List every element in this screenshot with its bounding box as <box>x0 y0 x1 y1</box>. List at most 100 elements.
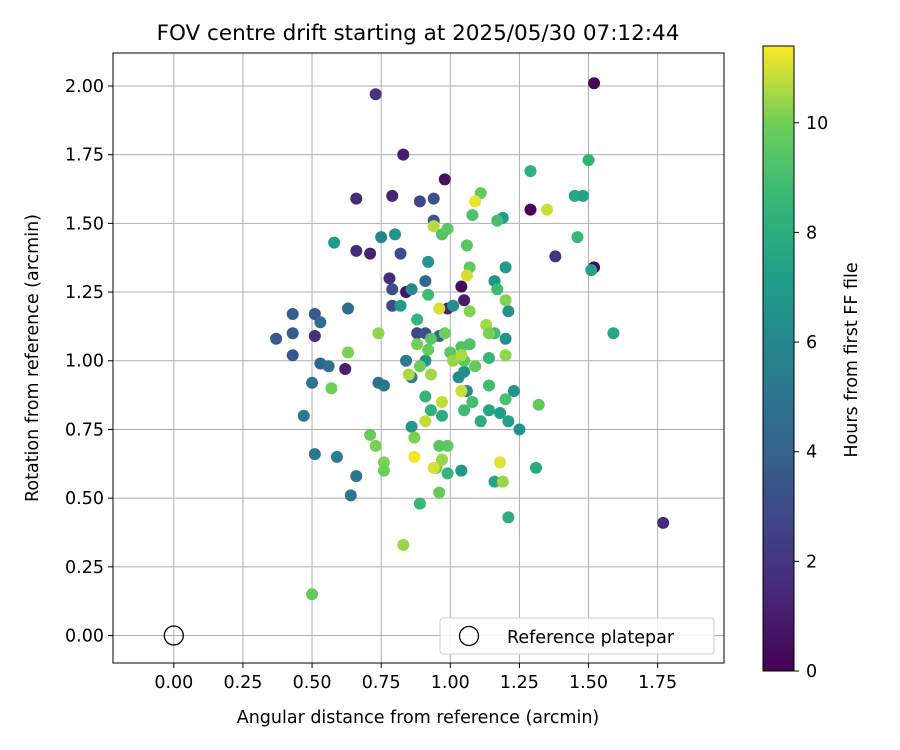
plot-frame <box>112 52 725 664</box>
data-point <box>458 294 471 307</box>
data-point <box>322 360 335 373</box>
data-point <box>483 404 495 417</box>
data-point <box>502 305 515 318</box>
data-point <box>469 360 482 373</box>
reference-platepar-marker <box>163 625 184 646</box>
y-tick-label: 0.50 <box>65 489 104 509</box>
legend-box <box>439 617 715 655</box>
data-point <box>532 398 545 411</box>
y-tick-label: 1.75 <box>65 146 104 166</box>
data-point <box>585 264 598 277</box>
data-point <box>308 448 321 461</box>
data-point <box>483 379 495 392</box>
data-point <box>413 497 426 510</box>
data-point <box>372 327 385 340</box>
data-point <box>389 228 401 241</box>
colorbar-tick-label: 2 <box>806 552 817 572</box>
data-point <box>383 272 396 285</box>
data-point <box>419 415 432 428</box>
data-point <box>571 231 584 244</box>
data-point <box>308 330 321 343</box>
data-point <box>483 352 495 364</box>
data-point <box>582 154 595 167</box>
data-point <box>463 338 476 351</box>
data-point <box>413 195 426 208</box>
data-point <box>408 450 421 463</box>
data-point <box>422 343 435 356</box>
data-point <box>496 475 509 488</box>
data-point <box>314 316 327 329</box>
data-point <box>377 464 390 477</box>
data-point <box>394 247 407 260</box>
data-point <box>491 214 504 227</box>
data-point <box>306 588 319 601</box>
legend-reference-marker <box>458 625 480 647</box>
legend-entry-reference: Reference platepar <box>507 628 675 648</box>
data-point <box>455 464 468 477</box>
data-point <box>286 308 299 321</box>
data-point <box>447 299 460 312</box>
data-point <box>350 244 363 257</box>
data-point <box>455 349 468 362</box>
data-point <box>424 368 437 381</box>
data-point <box>297 409 310 422</box>
colorbar-tick-label: 8 <box>806 223 817 243</box>
data-point <box>328 236 341 249</box>
y-tick-label: 0.75 <box>65 420 104 440</box>
data-point <box>413 360 426 373</box>
data-point <box>502 415 515 428</box>
data-point <box>499 294 512 307</box>
colorbar-tick-label: 10 <box>806 114 828 134</box>
data-point <box>436 395 448 408</box>
data-point <box>460 239 473 252</box>
data-point <box>499 332 512 345</box>
data-point <box>364 428 377 441</box>
x-tick-label: 0.50 <box>293 673 332 693</box>
data-point <box>607 327 620 340</box>
x-tick-label: 0.75 <box>362 673 401 693</box>
x-tick-label: 1.50 <box>569 673 608 693</box>
data-point <box>377 379 390 392</box>
data-point <box>386 283 399 296</box>
data-point <box>469 195 482 208</box>
data-point <box>306 376 319 389</box>
data-point <box>502 511 515 524</box>
data-point <box>568 189 581 202</box>
data-point <box>419 390 432 403</box>
data-point <box>549 250 562 263</box>
data-point <box>286 349 299 362</box>
data-point <box>405 283 418 296</box>
x-tick-label: 1.25 <box>500 673 539 693</box>
data-point <box>499 349 512 362</box>
data-point <box>588 77 601 90</box>
x-axis-label: Angular distance from reference (arcmin) <box>237 708 600 728</box>
data-point <box>369 439 382 452</box>
data-point <box>458 404 471 417</box>
data-point <box>402 368 415 381</box>
data-point <box>483 327 495 340</box>
data-point <box>394 299 407 312</box>
data-point <box>438 327 451 340</box>
data-point <box>460 269 473 282</box>
data-point <box>488 475 501 488</box>
data-point <box>438 173 451 186</box>
data-point <box>513 423 526 436</box>
data-point <box>411 338 424 351</box>
data-point <box>386 299 399 312</box>
data-point <box>397 148 410 161</box>
x-tick-label: 0.25 <box>223 673 262 693</box>
data-point <box>330 450 343 463</box>
y-tick-label: 0.25 <box>65 558 104 578</box>
data-point <box>344 489 357 502</box>
data-point <box>377 456 390 469</box>
data-point <box>524 203 537 216</box>
data-point <box>427 220 440 233</box>
data-point <box>400 354 413 367</box>
data-point <box>350 470 363 483</box>
data-point <box>466 209 479 222</box>
data-point <box>491 283 504 296</box>
x-tick-label: 1.75 <box>638 673 677 693</box>
data-point <box>433 302 446 315</box>
data-point <box>342 302 354 315</box>
